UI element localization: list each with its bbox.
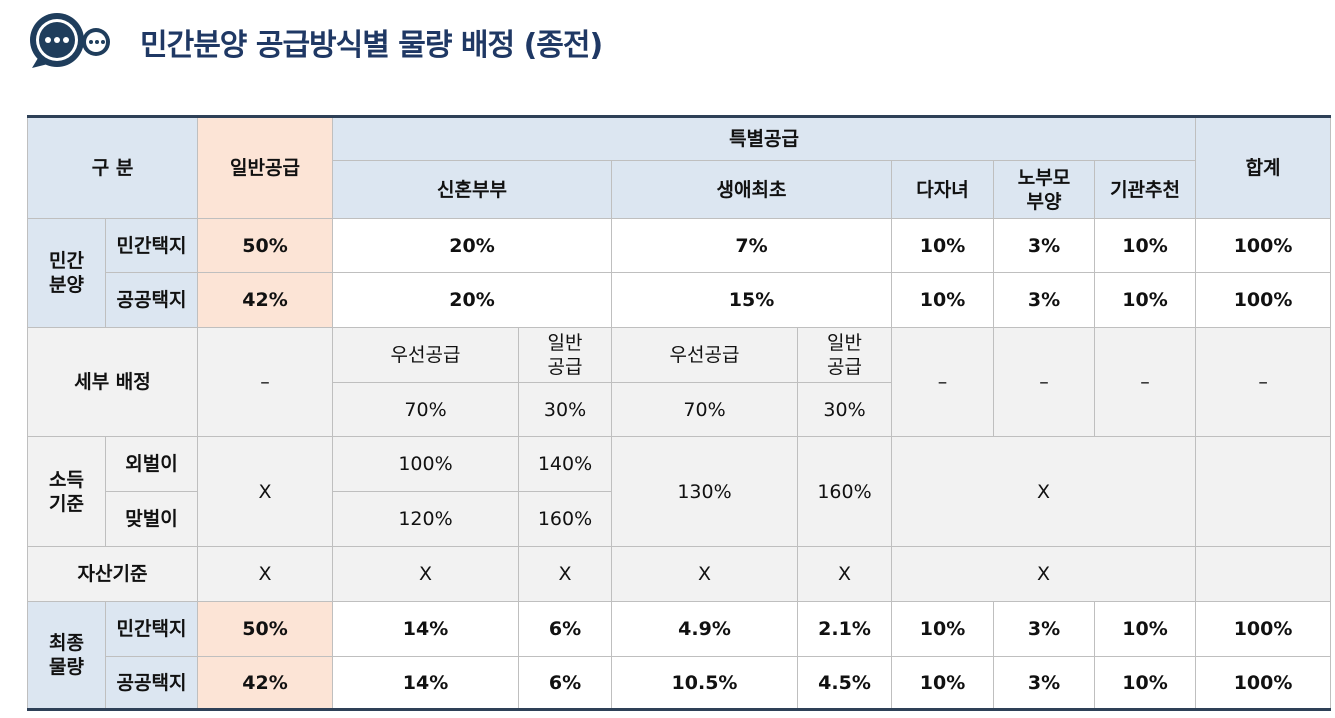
chat-icon <box>30 13 110 68</box>
table-cell: 10% <box>1094 601 1197 657</box>
table-cell: 특별공급 <box>332 116 1197 161</box>
table-cell: 노부모 부양 <box>993 160 1096 219</box>
table-row: 세부 배정 – 우선공급 일반 공급 우선공급 일반 공급 – – – – <box>26 327 1332 437</box>
table-cell: 공공택지 <box>104 656 199 710</box>
table-cell: 140% <box>518 436 613 492</box>
table-cell: 4.9% <box>611 601 799 657</box>
table-row: 공공택지 42% 14% 6% 10.5% 4.5% 10% 3% 10% 10… <box>28 656 1332 710</box>
table-cell: 일반공급 <box>197 116 334 219</box>
table-cell: – <box>891 327 995 437</box>
table-row: 민간 분양 민간택지 50% 20% 7% 10% 3% 10% 100% <box>27 218 1332 328</box>
table-cell: 160% <box>518 491 613 547</box>
table-cell: 3% <box>993 218 1096 273</box>
table-cell: 20% <box>332 218 613 273</box>
table-cell <box>1195 436 1332 547</box>
table-row: 자산기준 X X X X X X <box>26 546 1332 602</box>
table-cell: 10.5% <box>611 656 799 710</box>
table-cell: 3% <box>993 656 1096 710</box>
table-cell: 최종 물량 <box>27 601 106 710</box>
table-cell: X <box>797 546 893 602</box>
table-cell: 기관추천 <box>1094 160 1197 219</box>
table-cell: 4.5% <box>797 656 893 710</box>
page-title: 민간분양 공급방식별 물량 배정 (종전) <box>140 28 603 63</box>
table-cell: 맞벌이 <box>104 491 199 547</box>
table-cell: – <box>197 327 334 437</box>
table-cell: 14% <box>332 656 520 710</box>
table-cell: 합계 <box>1195 116 1332 219</box>
table-cell: – <box>1094 327 1197 437</box>
table-cell: 2.1% <box>797 601 893 657</box>
table-cell: 120% <box>332 491 520 547</box>
table-cell: 30% <box>518 382 613 437</box>
table-cell: 20% <box>332 272 613 328</box>
table-cell: 생애최초 <box>611 160 893 219</box>
table-cell: 14% <box>332 601 520 657</box>
table-cell: – <box>1195 327 1332 437</box>
table-cell: X <box>197 546 334 602</box>
table-cell: 다자녀 <box>891 160 995 219</box>
table-cell: 3% <box>993 601 1096 657</box>
table-cell: 일반 공급 <box>518 327 613 383</box>
table-cell: 민간택지 <box>104 601 199 657</box>
table-cell: 10% <box>891 218 995 273</box>
table-cell: 100% <box>1195 601 1332 657</box>
table-cell: 7% <box>611 218 893 273</box>
table-cell: 신혼부부 <box>332 160 613 219</box>
table-cell: 42% <box>197 272 334 328</box>
table-row: 70% 30% 70% 30% <box>28 382 1331 437</box>
table-cell: X <box>611 546 799 602</box>
table-cell: 구 분 <box>26 116 199 219</box>
table-cell: 100% <box>1195 272 1332 328</box>
table-cell: 130% <box>611 436 799 547</box>
table-cell: 우선공급 <box>611 327 799 383</box>
table-cell: 10% <box>891 272 995 328</box>
table-cell: 42% <box>197 656 334 710</box>
table-cell: 70% <box>332 382 520 437</box>
table-cell: 6% <box>518 656 613 710</box>
table-cell: 50% <box>197 601 334 657</box>
table-cell: 15% <box>611 272 893 328</box>
allocation-table: 구 분 일반공급 특별공급 합계 신혼부부 생애최초 다자녀 노부모 부양 기관… <box>26 115 1332 711</box>
table-cell: 공공택지 <box>104 272 199 328</box>
table-cell: 자산기준 <box>26 546 199 602</box>
table-cell: 10% <box>891 601 995 657</box>
table-cell: X <box>197 436 334 547</box>
table-cell: 50% <box>197 218 334 273</box>
table-cell <box>1195 546 1332 602</box>
table-cell: 70% <box>611 382 799 437</box>
table-cell: 소득 기준 <box>27 436 106 547</box>
table-cell: 160% <box>797 436 893 547</box>
table-cell: 30% <box>797 382 893 437</box>
table-cell: 10% <box>1094 218 1197 273</box>
table-row: 구 분 일반공급 특별공급 합계 <box>26 116 1332 219</box>
table-cell: 100% <box>1195 656 1332 710</box>
table-row: 공공택지 42% 20% 15% 10% 3% 10% 100% <box>28 272 1332 328</box>
table-cell: 세부 배정 <box>26 327 199 437</box>
table-cell: 10% <box>1094 656 1197 710</box>
table-cell: 민간 분양 <box>27 218 106 328</box>
table-cell: X <box>332 546 520 602</box>
table-cell: – <box>993 327 1096 437</box>
table-cell: 10% <box>1094 272 1197 328</box>
table-cell: X <box>891 436 1197 547</box>
table-cell: 6% <box>518 601 613 657</box>
table-cell: 민간택지 <box>104 218 199 273</box>
table-cell: 3% <box>993 272 1096 328</box>
table-cell: 일반 공급 <box>797 327 893 383</box>
table-row: 소득 기준 외벌이 X 100% 140% 130% 160% X <box>27 436 1332 547</box>
table-cell: X <box>518 546 613 602</box>
table-row: 최종 물량 민간택지 50% 14% 6% 4.9% 2.1% 10% 3% 1… <box>27 601 1332 710</box>
table-cell: 100% <box>332 436 520 492</box>
table-row: 신혼부부 생애최초 다자녀 노부모 부양 기관추천 <box>28 160 1331 219</box>
table-cell: 100% <box>1195 218 1332 273</box>
table-cell: 외벌이 <box>104 436 199 492</box>
table-cell: 우선공급 <box>332 327 520 383</box>
table-cell: 10% <box>891 656 995 710</box>
table-cell: X <box>891 546 1197 602</box>
